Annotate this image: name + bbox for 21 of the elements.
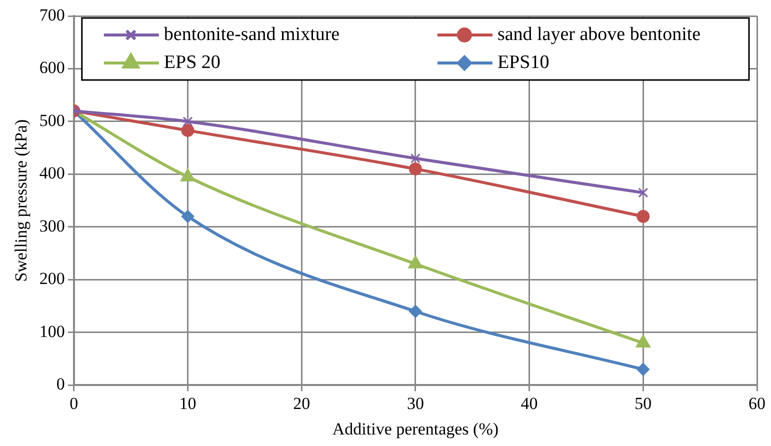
x-tick-label: 60 (748, 394, 766, 413)
x-tick-label: 10 (179, 394, 196, 413)
legend-label: bentonite-sand mixture (164, 24, 340, 45)
y-tick-label: 400 (39, 164, 65, 183)
y-tick-label: 100 (39, 322, 65, 341)
x-tick-label: 20 (293, 394, 310, 413)
legend-label: sand layer above bentonite (497, 24, 701, 45)
x-tick-label: 0 (70, 394, 78, 413)
legend-label: EPS10 (497, 52, 550, 73)
y-tick-label: 0 (56, 374, 65, 394)
y-tick-label: 300 (39, 216, 65, 236)
x-tick-label: 50 (634, 394, 652, 413)
y-tick-label: 700 (39, 5, 65, 24)
legend-label: EPS 20 (164, 52, 220, 73)
x-axis-title: Additive perentages (%) (332, 419, 499, 438)
x-tick-label: 30 (406, 394, 424, 413)
y-axis-title: Swelling pressure (kPa) (12, 119, 31, 282)
y-tick-label: 500 (39, 110, 65, 130)
y-tick-label: 200 (39, 269, 65, 288)
y-tick-label: 600 (39, 58, 65, 78)
x-tick-label: 40 (520, 394, 538, 413)
